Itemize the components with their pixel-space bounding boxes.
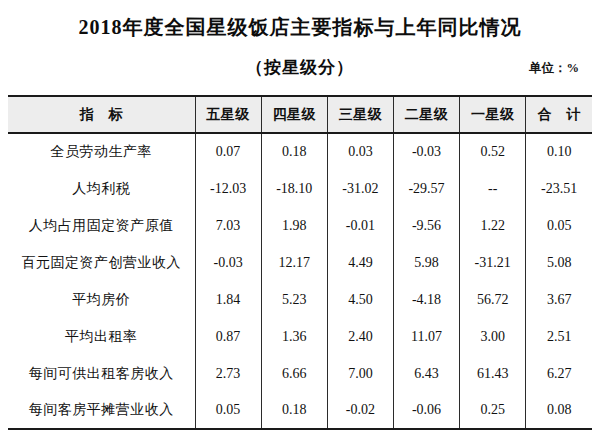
value-cell: -0.03 [393,133,459,170]
table-row: 人均利税-12.03-18.10-31.02-29.57---23.51 [8,170,592,207]
value-cell: -0.02 [327,392,393,429]
table-header-row: 指 标五星级四星级三星级二星级一星级合 计 [8,96,592,133]
page-subtitle: （按星级分） [0,56,600,80]
subtitle-row: （按星级分） 单位：% [0,56,600,80]
star-column-header: 一星级 [460,96,526,133]
value-cell: -18.10 [261,170,327,207]
star-column-header: 五星级 [195,96,261,133]
value-cell: 0.87 [195,318,261,355]
row-label: 百元固定资产创营业收入 [8,244,195,281]
value-cell: 3.67 [526,281,592,318]
value-cell: 0.18 [261,133,327,170]
value-cell: 7.03 [195,207,261,244]
value-cell: -0.01 [327,207,393,244]
value-cell: 12.17 [261,244,327,281]
value-cell: 7.00 [327,355,393,392]
table-row: 平均房价1.845.234.50-4.1856.723.67 [8,281,592,318]
value-cell: 0.07 [195,133,261,170]
indicators-table: 指 标五星级四星级三星级二星级一星级合 计 全员劳动生产率0.070.180.0… [8,95,592,430]
value-cell: 0.03 [327,133,393,170]
value-cell: -31.02 [327,170,393,207]
value-cell: 6.66 [261,355,327,392]
value-cell: 2.51 [526,318,592,355]
value-cell: -- [460,170,526,207]
value-cell: -0.03 [195,244,261,281]
star-column-header: 四星级 [261,96,327,133]
value-cell: 5.08 [526,244,592,281]
value-cell: 1.84 [195,281,261,318]
table-row: 平均出租率0.871.362.4011.073.002.51 [8,318,592,355]
value-cell: 6.43 [393,355,459,392]
value-cell: 0.08 [526,392,592,429]
value-cell: 6.27 [526,355,592,392]
indicator-column-header: 指 标 [8,96,195,133]
value-cell: -9.56 [393,207,459,244]
value-cell: 1.36 [261,318,327,355]
table-row: 每间可供出租客房收入2.736.667.006.4361.436.27 [8,355,592,392]
table-row: 全员劳动生产率0.070.180.03-0.030.520.10 [8,133,592,170]
unit-label: 单位：% [529,60,579,77]
row-label: 人均利税 [8,170,195,207]
value-cell: 0.05 [195,392,261,429]
table-body: 全员劳动生产率0.070.180.03-0.030.520.10人均利税-12.… [8,133,592,429]
value-cell: 3.00 [460,318,526,355]
star-column-header: 二星级 [393,96,459,133]
value-cell: 2.73 [195,355,261,392]
page-title: 2018年度全国星级饭店主要指标与上年同比情况 [0,0,600,40]
row-label: 每间可供出租客房收入 [8,355,195,392]
value-cell: 4.50 [327,281,393,318]
value-cell: -31.21 [460,244,526,281]
value-cell: -4.18 [393,281,459,318]
value-cell: 11.07 [393,318,459,355]
value-cell: 0.05 [526,207,592,244]
value-cell: 5.23 [261,281,327,318]
row-label: 平均出租率 [8,318,195,355]
table-row: 人均占用固定资产原值7.031.98-0.01-9.561.220.05 [8,207,592,244]
row-label: 每间客房平摊营业收入 [8,392,195,429]
value-cell: 61.43 [460,355,526,392]
value-cell: 0.25 [460,392,526,429]
value-cell: 1.98 [261,207,327,244]
row-label: 平均房价 [8,281,195,318]
value-cell: -12.03 [195,170,261,207]
value-cell: 1.22 [460,207,526,244]
row-label: 全员劳动生产率 [8,133,195,170]
value-cell: 0.52 [460,133,526,170]
table-header: 指 标五星级四星级三星级二星级一星级合 计 [8,96,592,133]
value-cell: 4.49 [327,244,393,281]
value-cell: 0.18 [261,392,327,429]
row-label: 人均占用固定资产原值 [8,207,195,244]
star-column-header: 合 计 [526,96,592,133]
table-row: 百元固定资产创营业收入-0.0312.174.495.98-31.215.08 [8,244,592,281]
value-cell: 0.10 [526,133,592,170]
value-cell: -29.57 [393,170,459,207]
value-cell: 56.72 [460,281,526,318]
value-cell: 5.98 [393,244,459,281]
value-cell: -0.06 [393,392,459,429]
report-page: 2018年度全国星级饭店主要指标与上年同比情况 （按星级分） 单位：% 指 标五… [0,0,600,440]
value-cell: 2.40 [327,318,393,355]
value-cell: -23.51 [526,170,592,207]
table-row: 每间客房平摊营业收入0.050.18-0.02-0.060.250.08 [8,392,592,429]
star-column-header: 三星级 [327,96,393,133]
